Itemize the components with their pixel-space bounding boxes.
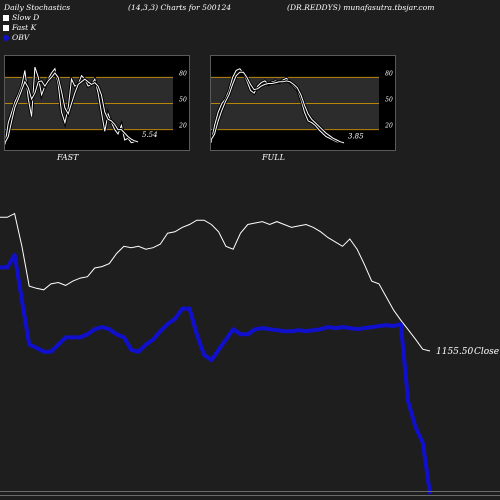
legend-label-obv: OBV bbox=[12, 33, 30, 42]
chart-title: Daily Stochastics bbox=[4, 3, 71, 12]
full-panel-label: FULL bbox=[262, 153, 285, 162]
legend-label-slow-d: Slow D bbox=[12, 13, 40, 22]
full-y-tick: 80 bbox=[385, 70, 393, 77]
legend-item-fast-k: Fast K bbox=[3, 23, 36, 32]
full-y-tick: 20 bbox=[384, 123, 393, 130]
full-y-tick: 50 bbox=[385, 97, 393, 104]
full-stochastic-panel: 80 50 20 3.85 bbox=[209, 55, 396, 151]
legend-swatch-slow-d bbox=[3, 15, 9, 21]
fast-y-tick: 80 bbox=[179, 70, 187, 77]
chart-params: (14,3,3) Charts for 500124 bbox=[128, 3, 232, 12]
legend-item-slow-d: Slow D bbox=[3, 13, 39, 22]
bottom-divider-2 bbox=[0, 495, 500, 496]
legend-swatch-fast-k bbox=[3, 25, 9, 31]
legend-label-fast-k: Fast K bbox=[12, 23, 37, 32]
full-last-value: 3.85 bbox=[348, 133, 364, 141]
fast-fast-k-line bbox=[4, 66, 139, 145]
fast-panel-label: FAST bbox=[57, 153, 79, 162]
bottom-divider bbox=[0, 491, 500, 492]
fast-slow-d-line bbox=[4, 72, 139, 143]
fast-stochastic-panel: 80 50 20 5.54 bbox=[3, 55, 190, 151]
full-slow-d-line bbox=[210, 71, 345, 144]
full-stochastic-chart: 80 50 20 3.85 bbox=[209, 66, 393, 146]
fast-stochastic-chart: 80 50 20 5.54 bbox=[3, 65, 187, 145]
price-line bbox=[0, 212, 431, 352]
fast-y-tick: 50 bbox=[179, 97, 187, 104]
chart-symbol: (DR.REDDYS) munafasutra.tbsjar.com bbox=[287, 3, 435, 12]
last-price-label: 1155.50 bbox=[436, 347, 473, 357]
fast-last-value: 5.54 bbox=[142, 131, 158, 139]
legend-swatch-obv bbox=[3, 35, 9, 41]
legend-item-obv: OBV bbox=[3, 33, 29, 42]
fast-y-tick: 20 bbox=[178, 123, 187, 130]
obv-line bbox=[0, 253, 432, 495]
close-label: Close bbox=[474, 347, 499, 357]
